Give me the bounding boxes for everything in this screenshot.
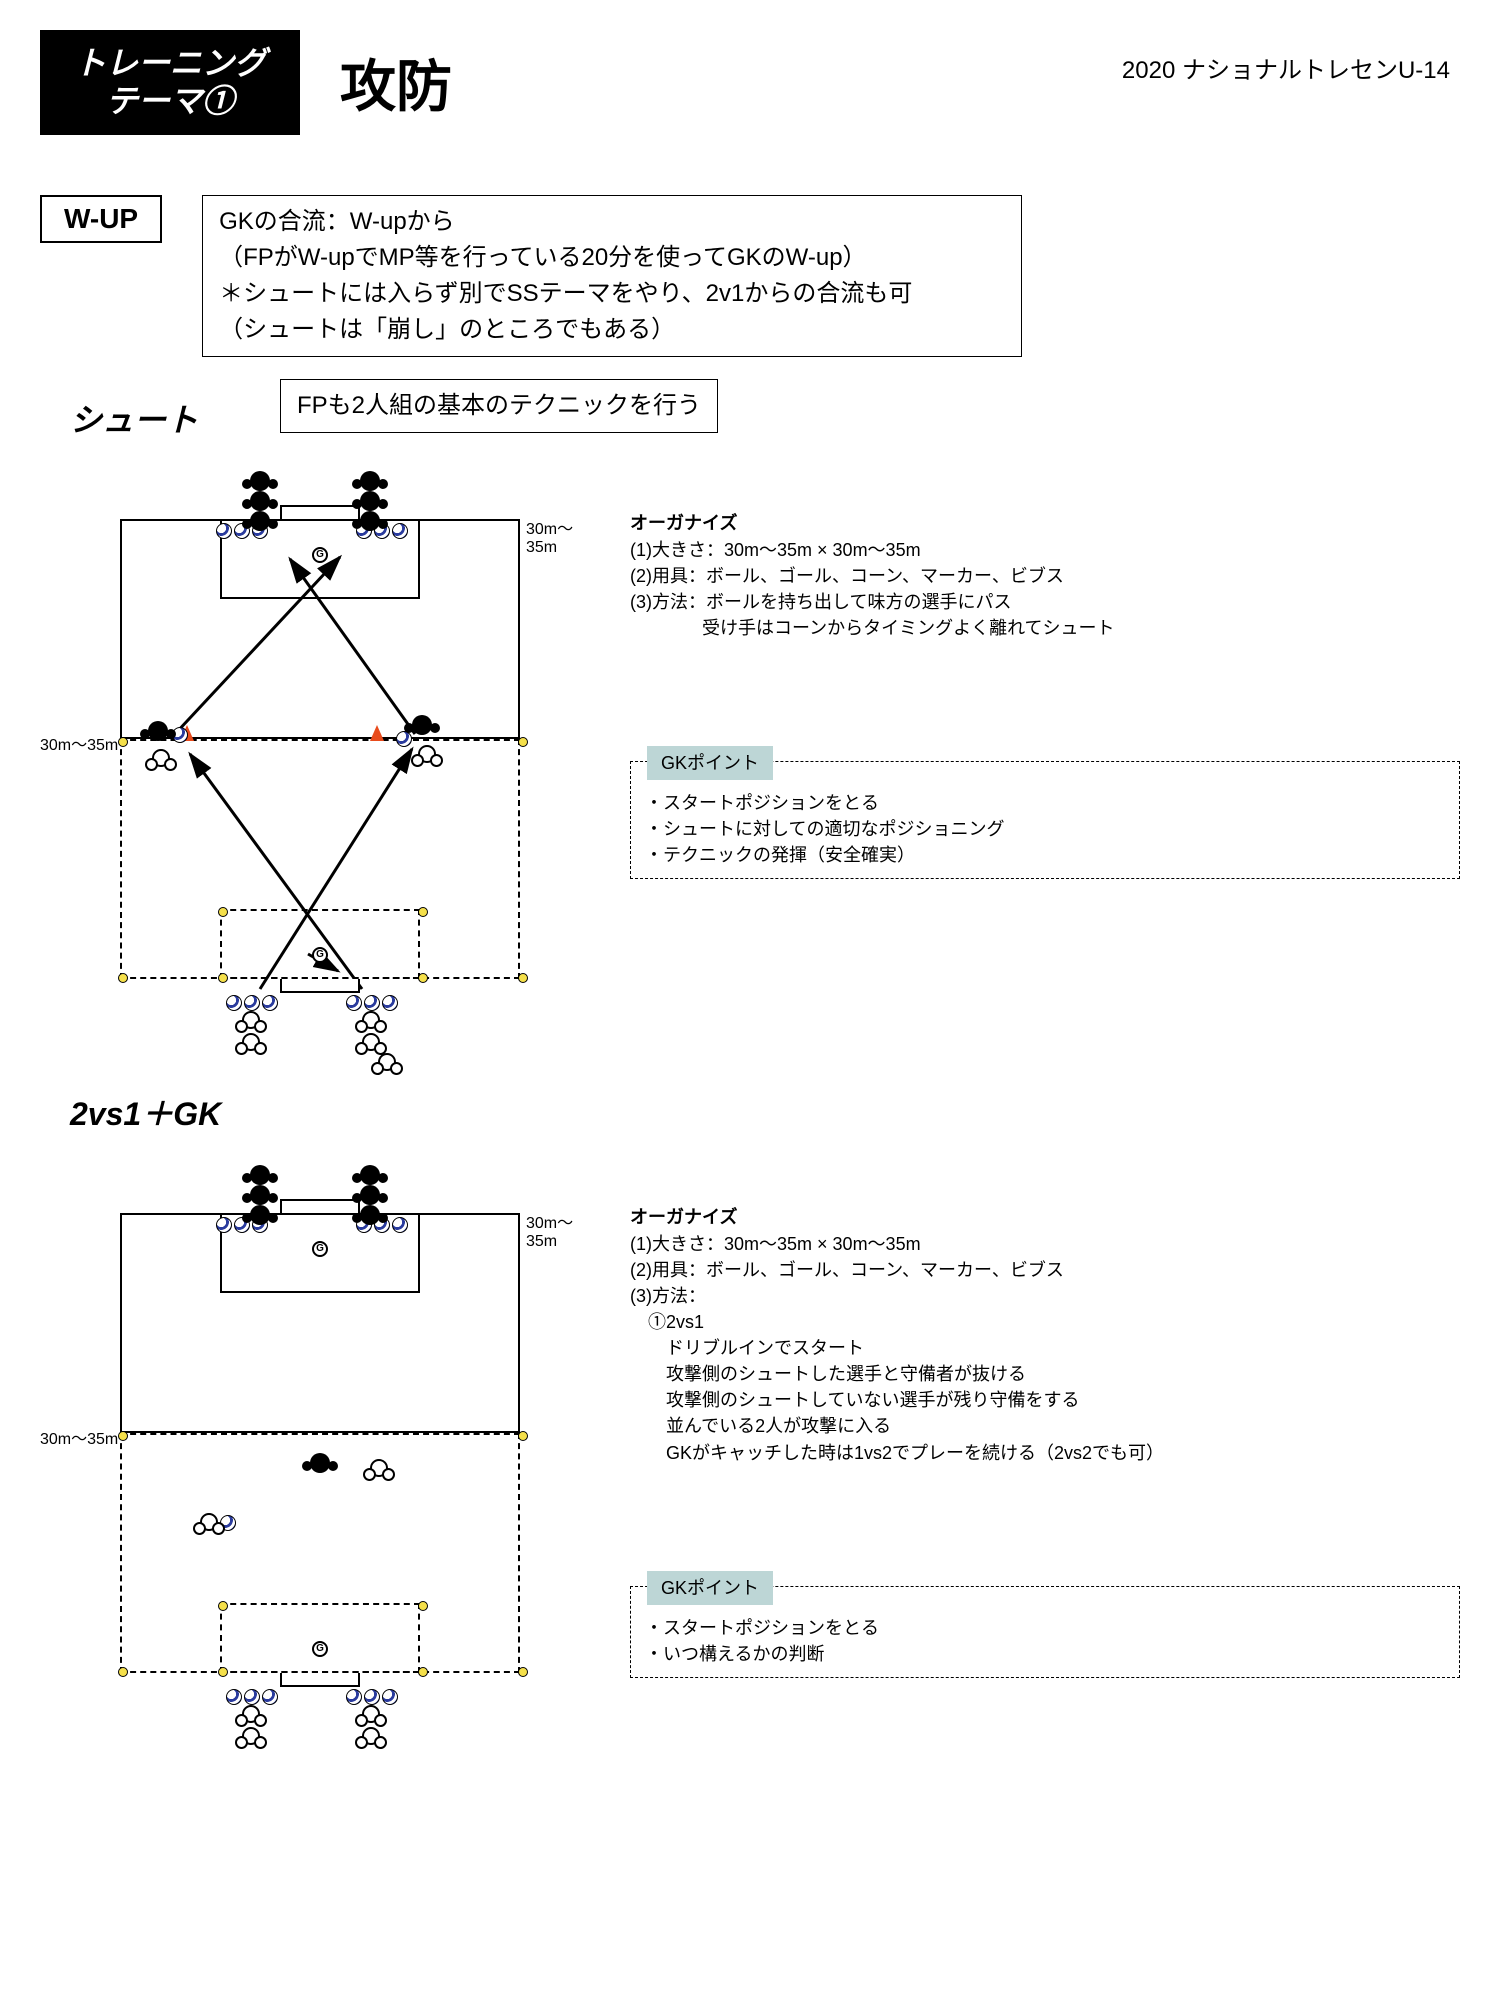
organize-body: (1)大きさ：30m～35m × 30m～35m (2)用具：ボール、ゴール、コ… <box>630 1231 1460 1466</box>
drill1-row: GG30m～35m30m～35m オーガナイズ (1)大きさ：30m～35m ×… <box>40 449 1460 1059</box>
page-title: 攻防 <box>300 30 1112 135</box>
organize-body: (1)大きさ：30m～35m × 30m～35m (2)用具：ボール、ゴール、コ… <box>630 537 1460 641</box>
dim-height: 30m～35m <box>40 1425 118 1449</box>
drill2-desc: オーガナイズ (1)大きさ：30m～35m × 30m～35m (2)用具：ボー… <box>630 1143 1460 1678</box>
dim-width: 30m～35m <box>526 1209 600 1251</box>
drill2-diagram: GG30m～35m30m～35m <box>40 1143 600 1753</box>
wup-note-box2: FPも2人組の基本のテクニックを行う <box>280 379 718 433</box>
gk-body: ・スタートポジションをとる ・シュートに対しての適切なポジショニング ・テクニッ… <box>645 790 1445 868</box>
page-subtitle: 2020 ナショナルトレセンU-14 <box>1112 30 1460 135</box>
header: トレーニング テーマ① 攻防 2020 ナショナルトレセンU-14 <box>40 30 1460 135</box>
badge-line1: トレーニング <box>64 44 276 82</box>
theme-badge: トレーニング テーマ① <box>40 30 300 135</box>
drill1-desc: オーガナイズ (1)大きさ：30m～35m × 30m～35m (2)用具：ボー… <box>630 449 1460 880</box>
gk-body: ・スタートポジションをとる ・いつ構えるかの判断 <box>645 1615 1445 1667</box>
drill2-row: GG30m～35m30m～35m オーガナイズ (1)大きさ：30m～35m ×… <box>40 1143 1460 1753</box>
drill2-title: 2vs1＋GK <box>70 1089 1460 1135</box>
gk-points-box: GKポイント ・スタートポジションをとる ・シュートに対しての適切なポジショニン… <box>630 761 1460 879</box>
organize-heading: オーガナイズ <box>630 1203 1460 1229</box>
dim-width: 30m～35m <box>526 515 600 557</box>
wup-label: W-UP <box>40 195 162 243</box>
drill1-title: シュート <box>70 395 240 441</box>
drill1-diagram: GG30m～35m30m～35m <box>40 449 600 1059</box>
dim-height: 30m～35m <box>40 731 118 755</box>
gk-tag: GKポイント <box>647 746 773 780</box>
gk-points-box: GKポイント ・スタートポジションをとる ・いつ構えるかの判断 <box>630 1586 1460 1678</box>
gk-tag: GKポイント <box>647 1571 773 1605</box>
wup-note-box: GKの合流：W-upから （FPがW-upでMP等を行っている20分を使ってGK… <box>202 195 1022 357</box>
organize-heading: オーガナイズ <box>630 509 1460 535</box>
badge-line2: テーマ① <box>64 82 276 120</box>
